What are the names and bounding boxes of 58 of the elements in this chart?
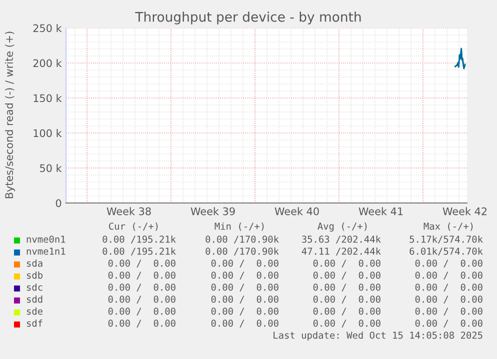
- text: 0.00 /170.90k: [206, 247, 279, 256]
- legend-label: nvme0n1: [26, 236, 66, 243]
- y-tick-label: 100 k: [34, 129, 62, 138]
- text: 0.00 / 0.00: [415, 260, 482, 268]
- text: 0.00 / 0.00: [108, 272, 176, 280]
- text: Last update: Wed Oct 15 14:05:08 2025: [274, 331, 482, 341]
- text: 0.00 / 0.00: [313, 284, 380, 292]
- text: 0.00 / 0.00: [211, 260, 278, 268]
- text: 0.00 / 0.00: [108, 284, 176, 292]
- text: 0.00 / 0.00: [211, 272, 278, 280]
- text: 5.17k/574.70k: [410, 235, 483, 244]
- legend-label: sde: [26, 307, 42, 315]
- text: 0.00 / 0.00: [313, 296, 380, 304]
- text: 0.00 / 0.00: [415, 272, 482, 280]
- legend-label: sdd: [26, 295, 42, 303]
- text: 6.01k/574.70k: [410, 247, 483, 256]
- y-tick-label: 0: [56, 199, 62, 208]
- y-axis-title: Bytes/second read (-) / write (+): [4, 32, 16, 198]
- legend-label: sdb: [26, 271, 42, 279]
- text: 0.00 /170.90k: [206, 235, 279, 244]
- text: 0.00 / 0.00: [415, 308, 482, 316]
- x-tick-label: Week 38: [106, 207, 151, 216]
- x-tick-label: Week 40: [274, 207, 319, 216]
- text: 0.00 / 0.00: [415, 320, 482, 328]
- text: 0.00 / 0.00: [211, 308, 278, 316]
- legend-label: nvme1n1: [26, 248, 66, 255]
- legend-label: sda: [26, 259, 42, 267]
- text: 0.00 / 0.00: [211, 296, 278, 304]
- text: Avg (-/+): [318, 222, 367, 232]
- text: 0.00 / 0.00: [313, 320, 380, 328]
- text: 0.00 /195.21k: [102, 235, 176, 244]
- chart-title: Throughput per device - by month: [135, 12, 361, 24]
- text: 0.00 / 0.00: [211, 320, 278, 328]
- text: 0.00 / 0.00: [108, 260, 176, 268]
- y-tick-label: 200 k: [33, 59, 62, 68]
- x-tick-label: Week 39: [190, 207, 235, 216]
- text: Max (-/+): [424, 222, 473, 231]
- text: 0.00 / 0.00: [108, 308, 176, 316]
- text: 47.11 /202.44k: [302, 247, 381, 256]
- text: 0.00 / 0.00: [313, 260, 380, 268]
- text: 0.00 / 0.00: [108, 296, 176, 304]
- x-tick-label: Week 42: [442, 207, 487, 216]
- text: Cur (-/+): [109, 222, 158, 231]
- y-tick-label: 50 k: [40, 164, 62, 172]
- text: 0.00 / 0.00: [108, 320, 176, 328]
- text: 0.00 / 0.00: [415, 296, 482, 304]
- legend-label: sdf: [26, 319, 42, 327]
- text: 0.00 / 0.00: [211, 284, 278, 292]
- x-tick-label: Week 41: [358, 207, 403, 216]
- text: 35.63 /202.44k: [302, 235, 381, 244]
- text: 0.00 / 0.00: [313, 308, 380, 316]
- text: 0.00 / 0.00: [313, 272, 380, 280]
- y-tick-label: 150 k: [34, 94, 62, 102]
- text: 0.00 / 0.00: [415, 284, 482, 292]
- legend-label: sdc: [26, 283, 42, 291]
- text: Min (-/+): [214, 222, 264, 231]
- y-tick-label: 250 k: [33, 24, 62, 32]
- text: 0.00 /195.21k: [102, 247, 176, 256]
